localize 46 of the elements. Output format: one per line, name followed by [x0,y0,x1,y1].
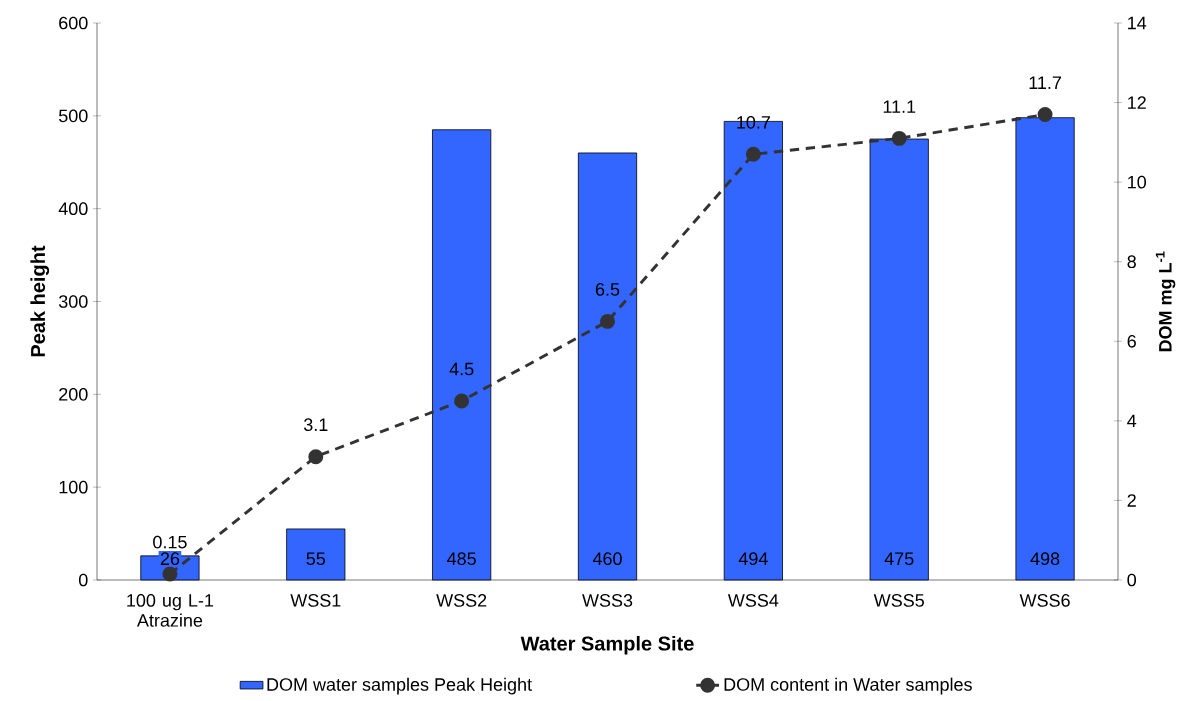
y2-axis-title: DOM mg L$^{-1}$ [1155,251,1176,352]
y-tick-label: 600 [59,16,88,30]
x-tick-label: WSS5 [873,594,924,607]
point [308,449,324,465]
data-label: 485 [447,552,476,566]
y2-tick-label: 4 [1127,414,1137,428]
x-axis-title: Water Sample Site [520,635,694,655]
data-label: 494 [738,552,768,566]
y-tick-label: 100 [59,480,88,494]
point [891,130,907,146]
data-label: 475 [884,552,914,566]
data-label: 6.5 [595,283,620,296]
point [745,146,761,162]
y-tick-label: 300 [58,295,88,308]
y-tick-label: 400 [58,202,88,216]
x-tick-label: WSS3 [582,594,633,607]
y-tick-label: 0 [78,573,88,587]
x-tick-label: WSS1 [290,594,341,607]
x-tick-label: WSS6 [1019,594,1070,607]
data-label: 11.1 [883,100,916,113]
data-label: 26 [160,552,180,566]
y2-tick-label: 14 [1128,16,1147,30]
y2-tick-label: 12 [1128,96,1146,109]
point [1037,107,1053,122]
data-label: 0.15 [153,535,187,549]
x-tick-label: WSS2 [436,594,487,607]
y-tick-label: 200 [59,387,88,401]
data-label: 11.7 [1029,76,1062,89]
y2-tick-label: 0 [1127,573,1137,587]
y2-tick-label: 6 [1127,334,1136,348]
data-label: 460 [592,552,622,566]
data-label: 55 [306,552,326,566]
data-label: 3.1 [303,418,328,432]
x-tick-label: 100 ug L-1 Atrazine [127,594,214,627]
y-tick-label: 500 [58,109,88,123]
data-label: 498 [1030,552,1060,566]
y2-tick-label: 2 [1127,494,1136,507]
legend-label: DOM content in Water samples [724,677,972,695]
data-label: 4.5 [449,362,474,376]
x-tick-label: WSS4 [727,594,779,607]
legend-label: DOM water samples Peak Height [267,677,532,695]
y2-tick-label: 10 [1128,175,1147,189]
y2-tick-label: 8 [1127,255,1136,269]
y-axis-title: Peak height [30,245,50,357]
point [454,393,470,409]
point [600,313,615,329]
